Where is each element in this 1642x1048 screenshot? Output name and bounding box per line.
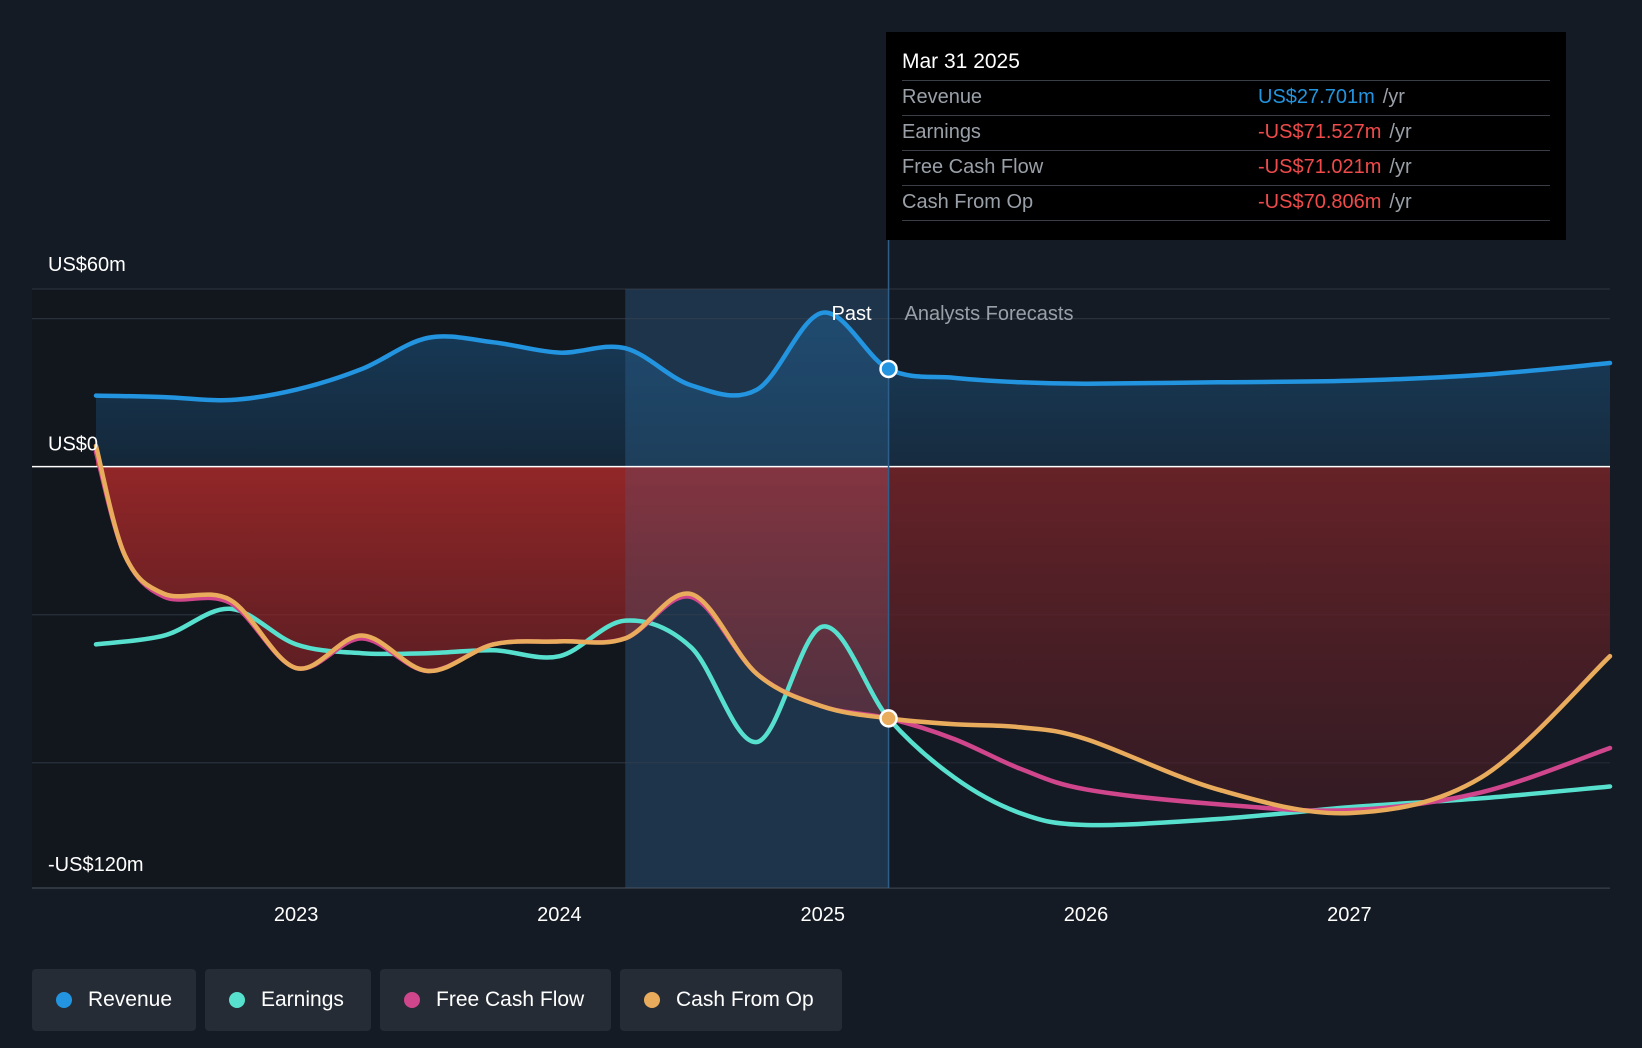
- tooltip-row-earnings: Earnings -US$71.527m /yr: [902, 116, 1550, 151]
- legend-item-free-cash-flow[interactable]: Free Cash Flow: [380, 969, 611, 1031]
- series-areas: [96, 289, 1610, 888]
- tooltip-label: Earnings: [902, 121, 981, 143]
- series-line-cash-from-op: [93, 443, 1613, 816]
- negative-area: [96, 445, 1610, 814]
- tooltip-value: -US$71.527m: [1258, 121, 1382, 143]
- tooltip-row-revenue: Revenue US$27.701m /yr: [902, 81, 1550, 116]
- series-lines: [93, 310, 1613, 828]
- y-axis-label-bottom: -US$120m: [48, 854, 144, 876]
- x-tick-label: 2025: [800, 904, 845, 926]
- tooltip-value: -US$71.021m: [1258, 156, 1382, 178]
- tooltip-unit: /yr: [1389, 191, 1412, 213]
- tooltip-unit: /yr: [1382, 86, 1405, 108]
- x-tick-label: 2024: [537, 904, 582, 926]
- past-label: Past: [832, 303, 872, 325]
- x-tick-label: 2027: [1327, 904, 1372, 926]
- legend-label: Free Cash Flow: [436, 988, 585, 1011]
- tooltip-value: -US$70.806m: [1258, 191, 1382, 213]
- y-axis-label-top: US$60m: [48, 254, 126, 276]
- legend-dot-icon: [644, 992, 660, 1008]
- tooltip-label: Cash From Op: [902, 191, 1034, 213]
- tooltip-unit: /yr: [1389, 121, 1412, 143]
- data-tooltip: Mar 31 2025 Revenue US$27.701m /yr Earni…: [886, 32, 1566, 240]
- legend-dot-icon: [404, 992, 420, 1008]
- revenue-area: [96, 312, 1610, 467]
- tooltip-label: Revenue: [902, 86, 983, 108]
- x-axis-ticks: 2023 2024 2025 2026 2027: [274, 904, 1372, 926]
- hover-markers: [879, 359, 898, 728]
- legend-item-earnings[interactable]: Earnings: [205, 969, 371, 1031]
- cash-from-op-marker: [879, 709, 898, 728]
- tooltip-value: US$27.701m: [1258, 86, 1375, 108]
- tooltip-label: Free Cash Flow: [902, 156, 1044, 178]
- forecast-dim-overlay: [888, 466, 1610, 888]
- x-tick-label: 2023: [274, 904, 319, 926]
- tooltip-row-free-cash-flow: Free Cash Flow -US$71.021m /yr: [902, 151, 1550, 186]
- legend-item-cash-from-op[interactable]: Cash From Op: [620, 969, 842, 1031]
- legend-label: Cash From Op: [676, 988, 814, 1011]
- x-tick-label: 2026: [1064, 904, 1109, 926]
- y-axis-label-zero: US$0: [48, 434, 98, 456]
- legend-label: Earnings: [261, 988, 344, 1011]
- legend-dot-icon: [56, 992, 72, 1008]
- series-line-revenue: [93, 310, 1613, 403]
- tooltip-unit: /yr: [1389, 156, 1412, 178]
- revenue-marker: [879, 359, 898, 379]
- legend-dot-icon: [229, 992, 245, 1008]
- tooltip-row-cash-from-op: Cash From Op -US$70.806m /yr: [902, 186, 1550, 221]
- highlight-overlay: [625, 289, 889, 888]
- forecast-label: Analysts Forecasts: [905, 303, 1074, 325]
- tooltip-date: Mar 31 2025: [902, 46, 1550, 81]
- legend-label: Revenue: [87, 988, 172, 1011]
- legend: Revenue Earnings Free Cash Flow Cash Fro…: [32, 969, 842, 1031]
- legend-item-revenue[interactable]: Revenue: [32, 969, 196, 1031]
